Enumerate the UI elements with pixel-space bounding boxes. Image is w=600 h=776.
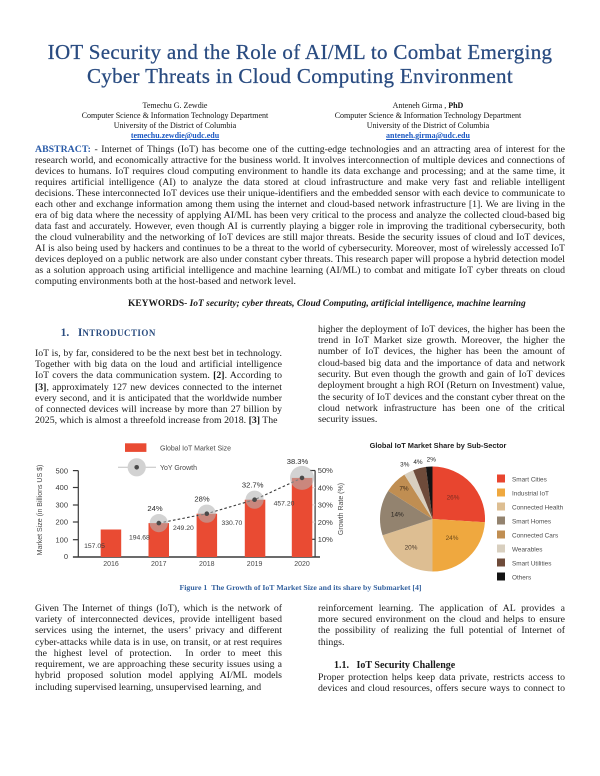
svg-text:7%: 7% — [399, 486, 409, 493]
svg-text:4%: 4% — [413, 459, 423, 466]
svg-text:3%: 3% — [400, 462, 410, 469]
svg-text:100: 100 — [55, 535, 68, 544]
svg-text:Industrial IoT: Industrial IoT — [512, 491, 549, 498]
svg-text:10%: 10% — [318, 535, 333, 544]
svg-text:20%: 20% — [405, 545, 418, 552]
svg-text:2017: 2017 — [151, 561, 167, 568]
svg-text:500: 500 — [55, 466, 68, 475]
svg-text:400: 400 — [55, 483, 68, 492]
svg-text:Smart Utilities: Smart Utilities — [512, 561, 551, 568]
svg-text:194.68: 194.68 — [129, 535, 150, 542]
svg-text:2018: 2018 — [199, 561, 215, 568]
svg-text:Connected Health: Connected Health — [512, 505, 564, 512]
svg-text:2016: 2016 — [103, 561, 119, 568]
svg-text:24%: 24% — [147, 504, 162, 513]
svg-text:Global IoT Market Size: Global IoT Market Size — [160, 446, 231, 453]
svg-text:14%: 14% — [391, 512, 404, 519]
svg-text:0: 0 — [64, 552, 68, 561]
svg-text:2%: 2% — [427, 457, 437, 464]
svg-text:32.7%: 32.7% — [242, 481, 264, 490]
svg-text:40%: 40% — [318, 483, 333, 492]
svg-text:28%: 28% — [194, 495, 209, 504]
svg-text:24%: 24% — [446, 535, 459, 542]
svg-text:330.70: 330.70 — [222, 520, 243, 527]
svg-text:2019: 2019 — [247, 561, 263, 568]
svg-text:Wearables: Wearables — [512, 547, 542, 554]
svg-text:2020: 2020 — [294, 561, 310, 568]
svg-text:50%: 50% — [318, 466, 333, 475]
svg-text:Growth Rate (%): Growth Rate (%) — [338, 483, 345, 535]
svg-text:Market Size (in Billions US $): Market Size (in Billions US $) — [37, 465, 44, 556]
svg-text:157.05: 157.05 — [84, 543, 105, 550]
svg-text:YoY Growth: YoY Growth — [160, 465, 197, 472]
svg-text:Others: Others — [512, 575, 531, 582]
svg-text:Smart Homes: Smart Homes — [512, 519, 551, 526]
svg-text:Smart Cities: Smart Cities — [512, 477, 547, 484]
svg-text:200: 200 — [55, 518, 68, 527]
svg-text:20%: 20% — [318, 518, 333, 527]
svg-text:249.20: 249.20 — [173, 525, 194, 532]
svg-text:Connected Cars: Connected Cars — [512, 533, 558, 540]
svg-text:457.20: 457.20 — [274, 501, 295, 508]
svg-text:300: 300 — [55, 501, 68, 510]
svg-text:Global IoT Market Share by Sub: Global IoT Market Share by Sub-Sector — [370, 441, 507, 450]
svg-text:26%: 26% — [447, 494, 460, 501]
svg-text:30%: 30% — [318, 501, 333, 510]
svg-text:38.3%: 38.3% — [287, 457, 309, 466]
